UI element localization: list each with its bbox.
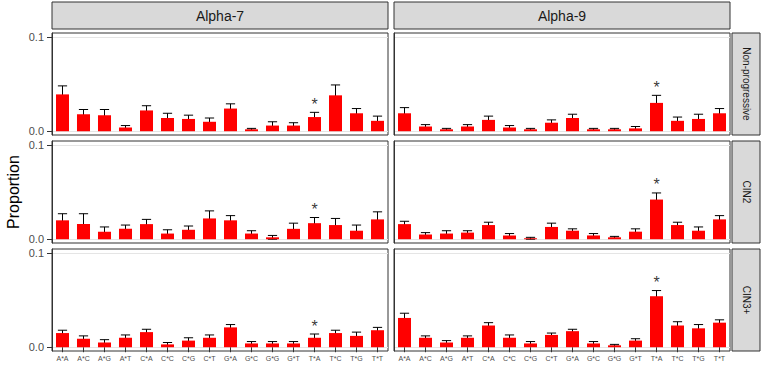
svg-text:T*C: T*C — [671, 355, 683, 362]
svg-text:C*C: C*C — [503, 355, 516, 362]
svg-text:T*A: T*A — [309, 355, 321, 362]
svg-text:A*C: A*C — [419, 355, 431, 362]
svg-text:G*G: G*G — [266, 355, 280, 362]
svg-text:G*T: G*T — [629, 355, 642, 362]
svg-text:Alpha-9: Alpha-9 — [538, 8, 586, 24]
svg-text:Proportion: Proportion — [5, 155, 22, 229]
svg-text:G*C: G*C — [245, 355, 258, 362]
svg-text:G*C: G*C — [587, 355, 600, 362]
svg-text:G*T: G*T — [287, 355, 300, 362]
svg-text:T*C: T*C — [329, 355, 341, 362]
svg-text:Non-progressive: Non-progressive — [741, 47, 752, 121]
svg-text:A*A: A*A — [56, 355, 68, 362]
svg-text:CIN2: CIN2 — [741, 181, 752, 204]
svg-text:G*A: G*A — [566, 355, 579, 362]
svg-text:A*T: A*T — [120, 355, 132, 362]
svg-text:0.0: 0.0 — [29, 125, 44, 137]
svg-text:C*T: C*T — [203, 355, 216, 362]
svg-text:T*A: T*A — [651, 355, 663, 362]
svg-text:0.0: 0.0 — [29, 341, 44, 353]
svg-text:0.0: 0.0 — [29, 233, 44, 245]
svg-text:A*G: A*G — [440, 355, 453, 362]
svg-text:*: * — [653, 79, 659, 96]
svg-text:G*A: G*A — [224, 355, 237, 362]
svg-text:A*A: A*A — [398, 355, 410, 362]
svg-text:0.1: 0.1 — [29, 139, 44, 151]
svg-text:*: * — [653, 176, 659, 193]
svg-text:T*T: T*T — [714, 355, 726, 362]
svg-text:Alpha-7: Alpha-7 — [196, 8, 244, 24]
svg-text:0.1: 0.1 — [29, 31, 44, 43]
svg-text:C*G: C*G — [182, 355, 195, 362]
svg-text:0.1: 0.1 — [29, 247, 44, 259]
svg-text:*: * — [311, 96, 317, 113]
svg-text:C*T: C*T — [545, 355, 558, 362]
svg-text:C*G: C*G — [524, 355, 537, 362]
svg-text:T*G: T*G — [692, 355, 704, 362]
svg-text:CIN3+: CIN3+ — [741, 286, 752, 315]
svg-text:T*G: T*G — [350, 355, 362, 362]
svg-text:C*A: C*A — [482, 355, 495, 362]
svg-text:*: * — [311, 318, 317, 335]
svg-text:A*C: A*C — [77, 355, 89, 362]
svg-text:*: * — [311, 201, 317, 218]
svg-text:T*T: T*T — [372, 355, 384, 362]
svg-text:G*G: G*G — [608, 355, 622, 362]
svg-text:A*G: A*G — [98, 355, 111, 362]
svg-text:C*A: C*A — [140, 355, 153, 362]
svg-text:C*C: C*C — [161, 355, 174, 362]
svg-text:A*T: A*T — [462, 355, 474, 362]
svg-text:*: * — [653, 274, 659, 291]
